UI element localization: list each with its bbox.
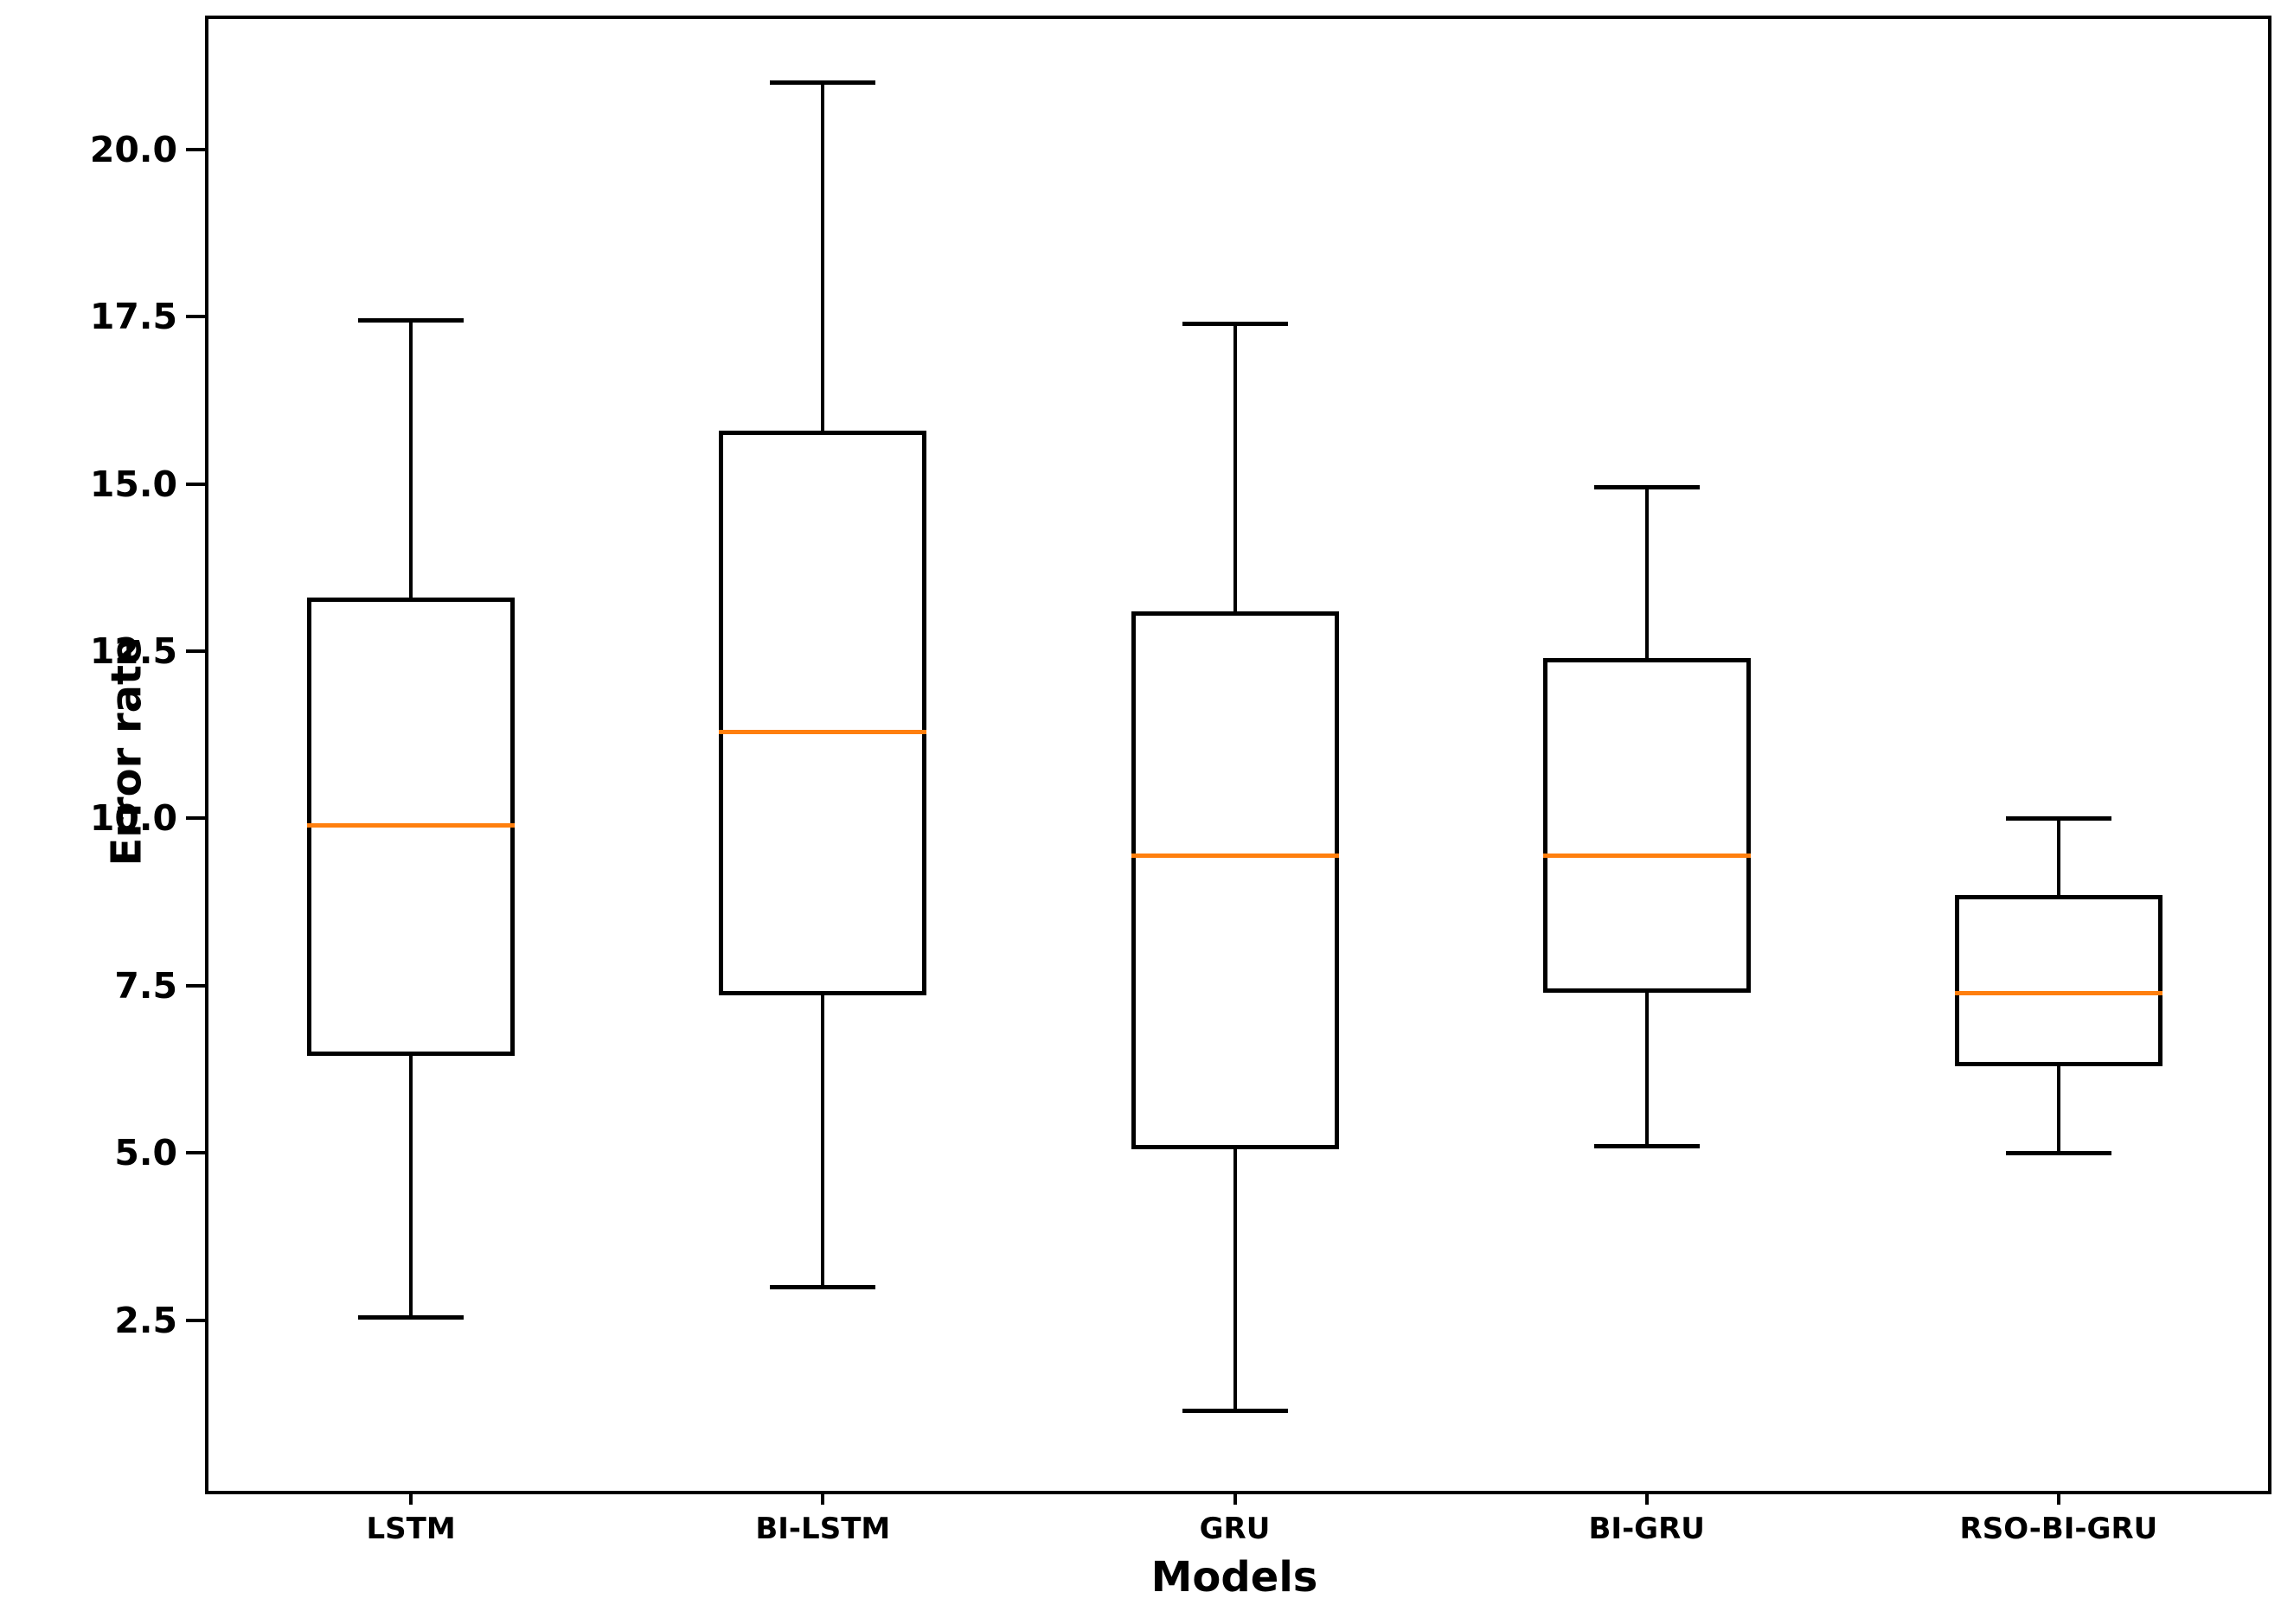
median-bi-gru	[1542, 853, 1751, 858]
median-rso-bi-gru	[1954, 990, 2162, 995]
whisker-cap-low-gru	[1182, 1409, 1288, 1414]
box-bi-lstm	[719, 430, 927, 996]
whisker-high-gru	[1233, 323, 1237, 611]
whisker-cap-high-bi-lstm	[770, 80, 876, 86]
y-tick-mark	[186, 147, 205, 151]
whisker-cap-low-rso-bi-gru	[2005, 1151, 2111, 1156]
x-tick-label-rso-bi-gru: RSO-BI-GRU	[1959, 1512, 2158, 1546]
y-tick-mark	[186, 816, 205, 821]
x-tick-mark	[409, 1491, 413, 1505]
y-tick-mark	[186, 649, 205, 653]
y-tick-label: 15.0	[89, 463, 177, 505]
x-tick-label-bi-gru: BI-GRU	[1588, 1512, 1705, 1546]
whisker-cap-high-gru	[1182, 321, 1288, 326]
y-tick-mark	[186, 983, 205, 988]
y-tick-label: 7.5	[114, 964, 177, 1007]
whisker-low-lstm	[409, 1056, 413, 1317]
y-tick-mark	[186, 1318, 205, 1322]
whisker-high-lstm	[409, 320, 413, 598]
x-tick-label-bi-lstm: BI-LSTM	[755, 1512, 891, 1546]
box-bi-gru	[1542, 657, 1751, 993]
x-tick-mark	[1233, 1491, 1237, 1505]
whisker-cap-high-bi-gru	[1593, 485, 1700, 490]
y-tick-label: 12.5	[89, 630, 177, 672]
x-tick-mark	[2056, 1491, 2060, 1505]
box-rso-bi-gru	[1954, 895, 2162, 1066]
median-lstm	[307, 823, 516, 828]
x-tick-label-lstm: LSTM	[366, 1512, 456, 1546]
whisker-low-rso-bi-gru	[2056, 1065, 2060, 1154]
x-tick-mark	[1644, 1491, 1649, 1505]
y-tick-mark	[186, 482, 205, 486]
x-axis-title: Models	[1150, 1553, 1318, 1602]
y-tick-label: 5.0	[114, 1132, 177, 1174]
whisker-cap-high-rso-bi-gru	[2005, 816, 2111, 822]
median-gru	[1131, 853, 1339, 858]
median-bi-lstm	[719, 729, 927, 734]
whisker-low-gru	[1233, 1149, 1237, 1411]
y-tick-label: 10.0	[89, 797, 177, 840]
whisker-high-bi-lstm	[821, 82, 825, 431]
whisker-cap-low-bi-gru	[1593, 1144, 1700, 1149]
y-tick-mark	[186, 315, 205, 319]
whisker-cap-high-lstm	[358, 318, 465, 323]
y-tick-label: 20.0	[89, 128, 177, 170]
whisker-cap-low-bi-lstm	[770, 1284, 876, 1289]
whisker-cap-low-lstm	[358, 1314, 465, 1320]
whisker-low-bi-lstm	[821, 995, 825, 1287]
y-tick-label: 2.5	[114, 1299, 177, 1341]
whisker-high-rso-bi-gru	[2056, 818, 2060, 896]
y-tick-mark	[186, 1151, 205, 1155]
x-tick-label-gru: GRU	[1199, 1512, 1271, 1546]
whisker-low-bi-gru	[1644, 992, 1649, 1147]
x-tick-mark	[821, 1491, 825, 1505]
whisker-high-bi-gru	[1644, 487, 1649, 658]
box-gru	[1131, 611, 1339, 1150]
y-tick-label: 17.5	[89, 296, 177, 338]
